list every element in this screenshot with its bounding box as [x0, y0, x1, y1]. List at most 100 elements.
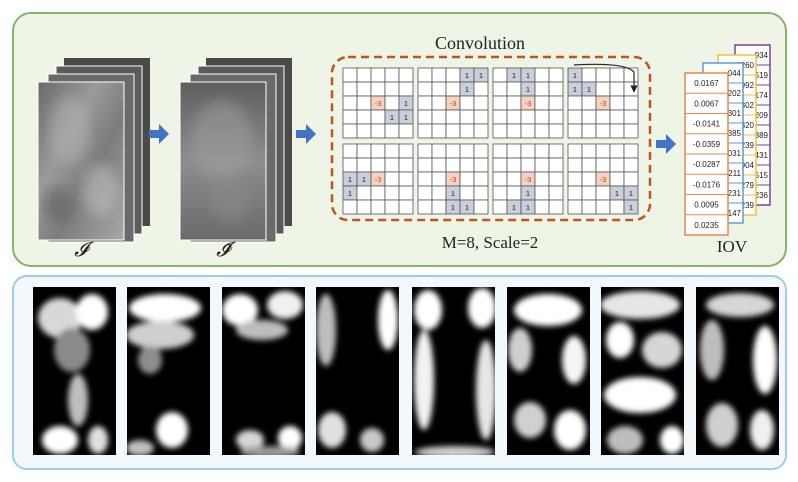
kernel-neighbor-value: 1: [390, 113, 394, 122]
kernel-cell: [370, 67, 386, 83]
kernel-cell: [459, 123, 475, 139]
kernel-center-value: -3: [525, 175, 532, 184]
kernel-cell: [445, 143, 461, 159]
kernel-cell: [534, 123, 550, 139]
iov-cards: 934 519 174 209 389 431 515 236 1260 0992 302 320 23…: [684, 44, 771, 236]
kernel-cell: [609, 67, 625, 83]
kernel-cell: [356, 157, 372, 173]
kernel-neighbor-value: 1: [451, 189, 455, 198]
kernel-cell: [431, 95, 447, 111]
kernel-cell: [581, 95, 597, 111]
kernel-neighbor-value: 1: [587, 85, 591, 94]
kernel-cell: [398, 67, 414, 83]
iov-value: -0.0176: [693, 180, 721, 189]
kernel-cell: [398, 81, 414, 97]
kernel-cell: [581, 143, 597, 159]
kernel-cell: [473, 109, 489, 125]
iov-value: 320: [741, 121, 755, 130]
iov-value: 174: [755, 91, 769, 100]
kernel-cell: [431, 123, 447, 139]
kernel-cell: [356, 81, 372, 97]
iov-value: 431: [755, 151, 769, 160]
result-image-6: [507, 287, 590, 455]
kernel-neighbor-value: 1: [573, 85, 577, 94]
iov-value: 1231: [723, 189, 741, 198]
kernel-cell: [581, 185, 597, 201]
image-stack-original: [37, 58, 150, 243]
result-image-8: [696, 287, 779, 455]
iov-value: 519: [755, 71, 769, 80]
kernel-neighbor-value: 1: [512, 203, 516, 212]
kernel-center-value: -3: [450, 175, 457, 184]
kernel-cell: [581, 171, 597, 187]
kernel-cell: [609, 81, 625, 97]
kernel-neighbor-cell: [623, 199, 639, 215]
kernel-cell: [534, 67, 550, 83]
kernel-cell: [595, 109, 611, 125]
kernel-cell: [506, 157, 522, 173]
kernel-cell: [342, 199, 358, 215]
result-image-3: [222, 287, 305, 455]
kernel-cell: [506, 95, 522, 111]
kernel-cell: [417, 109, 433, 125]
kernel-cell: [567, 95, 583, 111]
kernel-neighbor-value: 1: [465, 203, 469, 212]
kernel-cell: [492, 95, 508, 111]
iov-value: 236: [755, 191, 769, 200]
iov-value: 934: [755, 51, 769, 60]
kernel-cell: [581, 67, 597, 83]
kernel-neighbor-value: 1: [465, 71, 469, 80]
kernel-center-value: -3: [600, 99, 607, 108]
kernel-scan-arrow: [573, 63, 638, 93]
kernel-cell: [520, 157, 536, 173]
kernel-grid-6: -3 1 1 1: [417, 143, 489, 215]
kernel-cell: [609, 143, 625, 159]
kernel-cell: [548, 157, 564, 173]
iov-value: -0.0141: [693, 120, 721, 129]
iov-value: -0.0287: [693, 160, 721, 169]
kernel-cell: [417, 199, 433, 215]
kernel-cell: [492, 171, 508, 187]
kernel-cell: [492, 185, 508, 201]
kernel-neighbor-value: 1: [512, 71, 516, 80]
kernel-cell: [417, 143, 433, 159]
kernel-cell: [609, 123, 625, 139]
kernel-cell: [595, 143, 611, 159]
kernel-cell: [473, 81, 489, 97]
kernel-cell: [567, 143, 583, 159]
kernel-cell: [581, 157, 597, 173]
kernel-cell: [384, 95, 400, 111]
kernel-cell: [459, 171, 475, 187]
kernel-cell: [384, 199, 400, 215]
kernel-cell: [384, 157, 400, 173]
iov-value: -0.0359: [693, 140, 721, 149]
kernel-cell: [506, 143, 522, 159]
kernel-cell: [473, 95, 489, 111]
kernel-cell: [417, 123, 433, 139]
kernel-cell: [595, 81, 611, 97]
kernel-cell: [370, 185, 386, 201]
kernel-cell: [492, 199, 508, 215]
kernel-cell: [342, 143, 358, 159]
kernel-cell: [431, 143, 447, 159]
iov-value: 239: [741, 141, 755, 150]
iov-value: 302: [741, 101, 755, 110]
iov-value: 279: [741, 181, 755, 190]
iov-value: 209: [755, 111, 769, 120]
kernel-cell: [473, 185, 489, 201]
kernel-cell: [384, 123, 400, 139]
kernel-cell: [417, 95, 433, 111]
kernel-cell: [459, 185, 475, 201]
arrow-2: [296, 124, 316, 144]
kernel-cell: [384, 67, 400, 83]
kernel-cell: [431, 109, 447, 125]
iov-value: 147: [728, 209, 742, 218]
kernel-cell: [492, 157, 508, 173]
kernel-neighbor-value: 1: [629, 189, 633, 198]
result-images: [33, 287, 779, 455]
iov-value: 0.0167: [694, 79, 719, 88]
kernel-cell: [398, 157, 414, 173]
kernel-cell: [459, 109, 475, 125]
kernel-cell: [581, 199, 597, 215]
